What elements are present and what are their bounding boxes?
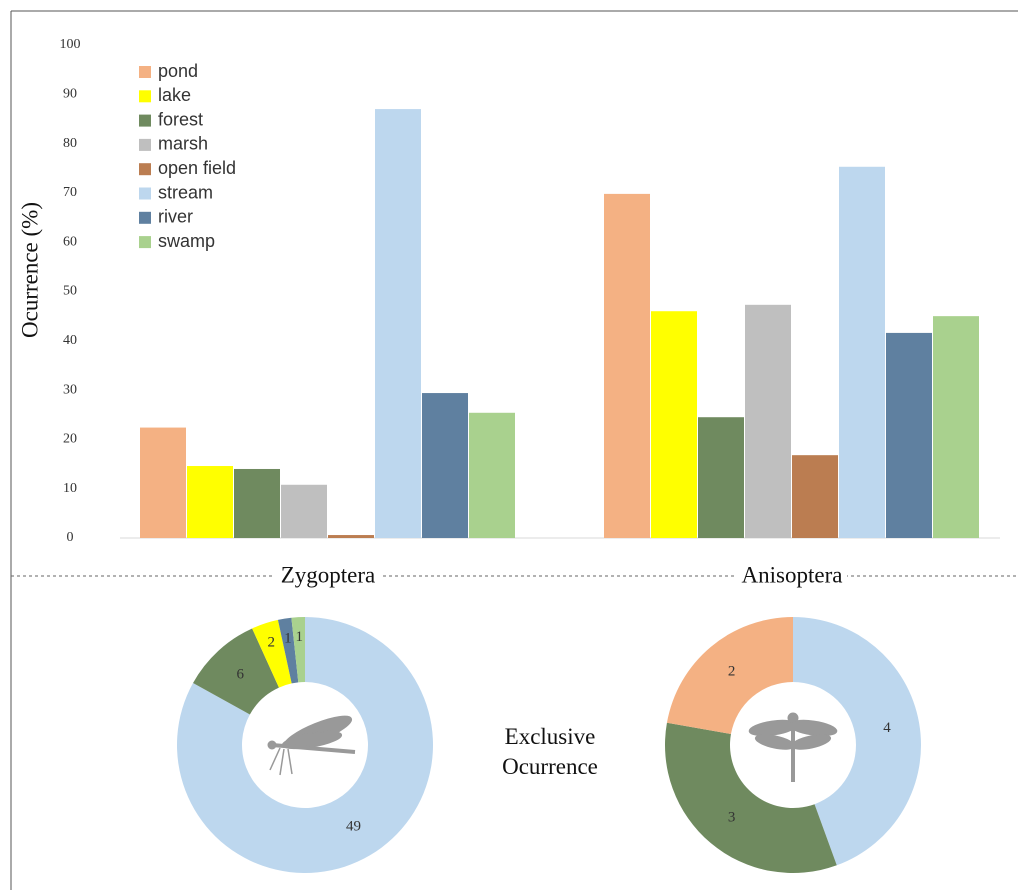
legend-swatch [139,163,151,176]
bar [698,417,744,538]
legend-label: forest [158,109,203,129]
bar [839,166,885,538]
slice-label: 49 [346,819,361,835]
legend-swatch [139,211,151,224]
slice-label: 1 [296,629,304,645]
y-tick-label: 80 [63,136,77,151]
slice-label: 2 [267,634,275,650]
bar [140,427,186,538]
slice-label: 3 [728,810,736,826]
y-tick-label: 20 [63,432,77,447]
group-label-bg [737,564,847,588]
bar [745,304,791,538]
legend-label: swamp [158,231,215,251]
slice-label: 1 [284,630,292,646]
legend-label: pond [158,61,198,81]
legend-label: lake [158,85,191,105]
bar [886,332,932,538]
bar [281,484,327,538]
y-tick-label: 50 [63,284,77,299]
y-tick-label: 90 [63,87,77,102]
slice-label: 2 [728,663,736,679]
donut-slice [193,628,279,715]
y-tick-label: 30 [63,382,77,397]
slice-label: 4 [883,720,891,736]
slice-label: 6 [236,666,244,682]
legend-label: river [158,207,193,227]
y-axis-label: Ocurrence (%) [17,202,42,338]
y-tick-label: 70 [63,185,77,200]
bar [375,109,421,538]
donut-slice [291,617,305,683]
bar [933,316,979,538]
legend-swatch [139,90,151,103]
bar [469,412,515,538]
donut-slice [666,617,793,735]
y-tick-label: 0 [67,530,74,545]
bar [651,311,697,538]
donut-slice [665,722,837,873]
legend-swatch [139,66,151,78]
y-tick-label: 40 [63,333,77,348]
y-tick-label: 60 [63,234,77,249]
legend-swatch [139,236,151,249]
bar [422,393,468,538]
group-label-bg [273,564,383,588]
center-label: Exclusive Ocurrence [502,724,598,779]
legend-label: open field [158,158,236,178]
silhouettes [267,712,838,782]
dragonfly-icon [748,712,838,782]
group-label: Zygoptera [281,562,376,587]
bar [187,466,233,538]
y-tick-label: 10 [63,481,77,496]
legend-swatch [139,138,151,151]
bar [234,468,280,538]
bar [792,455,838,538]
damselfly-icon [267,715,356,776]
legend-swatch [139,187,151,200]
bar [604,193,650,539]
legend-label: marsh [158,134,208,154]
legend-label: stream [158,182,213,202]
group-label: Anisoptera [742,562,843,587]
legend-swatch [139,114,151,127]
bar [328,535,374,538]
donut-slice [252,619,292,688]
donut-slice [277,617,299,684]
donut-slice [176,617,433,873]
y-tick-label: 100 [60,37,81,52]
donut-slice [793,617,921,866]
